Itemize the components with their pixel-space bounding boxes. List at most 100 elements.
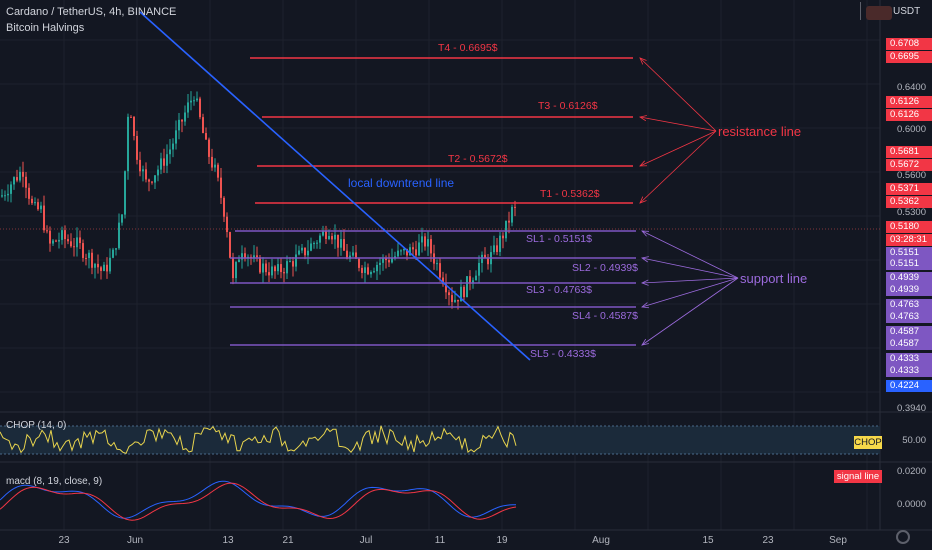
- indicator-label-halvings[interactable]: Bitcoin Halvings: [6, 22, 85, 34]
- candle-body: [319, 235, 321, 243]
- stop-label-sl5[interactable]: SL5 - 0.4333$: [530, 348, 596, 360]
- target-label-t4[interactable]: T4 - 0.6695$: [438, 42, 498, 54]
- candle-body: [337, 234, 339, 248]
- stop-label-sl1[interactable]: SL1 - 0.5151$: [526, 233, 592, 245]
- stop-label-sl3[interactable]: SL3 - 0.4763$: [526, 284, 592, 296]
- candle-body: [388, 260, 390, 263]
- candle-body: [157, 169, 159, 176]
- candle-body: [4, 195, 6, 197]
- candle-body: [235, 262, 237, 279]
- price-tag[interactable]: 0.4939: [886, 272, 932, 284]
- price-tag[interactable]: 0.4763: [886, 311, 932, 323]
- price-tag[interactable]: 0.5371: [886, 183, 932, 195]
- candle-body: [448, 292, 450, 296]
- candle-body: [1, 195, 3, 197]
- candle-body: [292, 261, 294, 267]
- target-label-t3[interactable]: T3 - 0.6126$: [538, 100, 598, 112]
- candle-body: [154, 175, 156, 183]
- price-tag[interactable]: 0.5180: [886, 221, 932, 233]
- candle-body: [229, 232, 231, 258]
- toggle-icon[interactable]: [866, 6, 892, 20]
- candle-body: [175, 130, 177, 144]
- candle-body: [139, 159, 141, 172]
- candle-body: [469, 276, 471, 284]
- chop-indicator-label[interactable]: CHOP (14, 0): [6, 420, 67, 431]
- price-tick: 0.3940: [896, 403, 926, 414]
- price-tag[interactable]: 03:28:31: [886, 234, 932, 246]
- candle-body: [502, 235, 504, 239]
- stop-label-sl4[interactable]: SL4 - 0.4587$: [572, 310, 638, 322]
- candle-body: [10, 184, 12, 194]
- chop-line: [0, 425, 517, 455]
- target-label-t2[interactable]: T2 - 0.5672$: [448, 153, 508, 165]
- price-tag[interactable]: 0.4333: [886, 365, 932, 377]
- price-tag[interactable]: 0.5362: [886, 196, 932, 208]
- candle-body: [43, 205, 45, 231]
- candle-body: [130, 116, 132, 118]
- candle-body: [253, 255, 255, 259]
- target-label-t1[interactable]: T1 - 0.5362$: [540, 188, 600, 200]
- price-tag[interactable]: 0.4224: [886, 380, 932, 392]
- candle-body: [496, 245, 498, 252]
- candle-body: [343, 239, 345, 251]
- resistance-annotation[interactable]: resistance line: [718, 124, 802, 139]
- date-tick: 23: [762, 535, 774, 546]
- candle-body: [283, 272, 285, 274]
- candle-body: [142, 169, 144, 172]
- candle-body: [160, 158, 162, 170]
- candle-body: [13, 177, 15, 185]
- price-tag[interactable]: 0.4939: [886, 284, 932, 296]
- candle-body: [61, 230, 63, 240]
- resistance-arrow-head: [638, 115, 647, 122]
- candle-body: [481, 254, 483, 263]
- candle-body: [466, 276, 468, 298]
- candle-body: [460, 286, 462, 302]
- price-tag[interactable]: 0.6708: [886, 38, 932, 50]
- price-tick: 0.6400: [896, 82, 926, 93]
- candle-body: [445, 284, 447, 293]
- price-tag[interactable]: 0.5681: [886, 146, 932, 158]
- candle-body: [391, 257, 393, 263]
- candle-body: [64, 230, 66, 240]
- price-tag[interactable]: 0.4333: [886, 353, 932, 365]
- candle-body: [328, 236, 330, 239]
- price-tag[interactable]: 0.6695: [886, 51, 932, 63]
- candle-body: [427, 239, 429, 247]
- candle-body: [499, 235, 501, 252]
- support-arrow: [641, 277, 739, 308]
- support-arrow-head: [640, 256, 649, 263]
- price-tag[interactable]: 0.6126: [886, 109, 932, 121]
- candle-body: [298, 250, 300, 255]
- candle-body: [289, 261, 291, 263]
- candle-body: [370, 272, 372, 275]
- date-tick: Jul: [359, 535, 373, 546]
- stop-label-sl2[interactable]: SL2 - 0.4939$: [572, 262, 638, 274]
- candle-body: [181, 119, 183, 122]
- settings-gear-icon[interactable]: [896, 530, 910, 544]
- candle-body: [25, 176, 27, 188]
- price-tag[interactable]: 0.5151: [886, 247, 932, 259]
- candle-body: [205, 133, 207, 140]
- candle-body: [361, 267, 363, 273]
- macd-indicator-label[interactable]: macd (8, 19, close, 9): [6, 476, 103, 487]
- candle-body: [115, 248, 117, 250]
- price-tag[interactable]: 0.4763: [886, 299, 932, 311]
- price-tag[interactable]: 0.4587: [886, 326, 932, 338]
- candle-body: [436, 263, 438, 265]
- price-tag[interactable]: 0.6126: [886, 96, 932, 108]
- candle-body: [424, 236, 426, 247]
- date-tick: Jun: [126, 535, 144, 546]
- candle-body: [73, 246, 75, 248]
- candle-body: [118, 222, 120, 249]
- macd-tick: 0.0200: [896, 466, 926, 477]
- support-annotation[interactable]: support line: [740, 271, 808, 286]
- downtrend-annotation[interactable]: local downtrend line: [348, 176, 455, 190]
- candle-body: [421, 236, 423, 243]
- symbol-title[interactable]: Cardano / TetherUS, 4h, BINANCE: [6, 6, 177, 18]
- candle-body: [70, 241, 72, 247]
- price-tag[interactable]: 0.4587: [886, 338, 932, 350]
- price-tag[interactable]: 0.5151: [886, 258, 932, 270]
- candle-body: [367, 267, 369, 275]
- price-tag[interactable]: 0.5672: [886, 159, 932, 171]
